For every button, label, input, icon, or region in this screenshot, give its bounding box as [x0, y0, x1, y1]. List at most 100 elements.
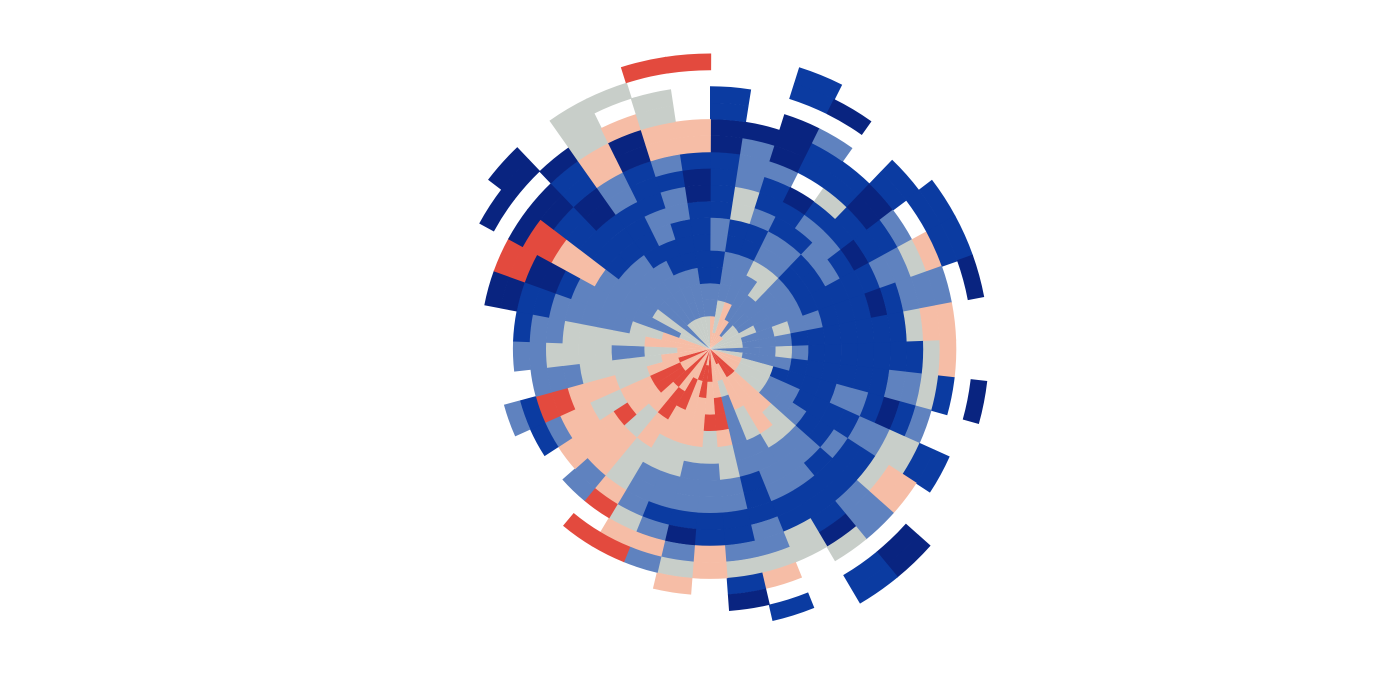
heatmap-cell [937, 339, 957, 379]
heatmap-cell [710, 349, 726, 359]
heatmap-cell [744, 301, 763, 320]
heatmap-cell [851, 564, 899, 604]
heatmap-cell [819, 402, 845, 430]
heatmap-cell [679, 460, 702, 481]
heatmap-cell [719, 301, 733, 320]
heatmap-cell [804, 360, 825, 380]
heatmap-cell [678, 409, 696, 430]
heatmap-cell [746, 501, 778, 526]
heatmap-cell [719, 476, 744, 497]
heatmap-cell [746, 433, 769, 456]
heatmap-cell [889, 401, 916, 438]
heatmap-cell [682, 168, 711, 187]
heatmap-cell [574, 402, 600, 430]
heatmap-cell [775, 345, 793, 359]
heatmap-cell [666, 318, 684, 334]
heatmap-cell [721, 394, 735, 414]
heatmap-cell [876, 523, 919, 566]
heatmap-cell [839, 270, 865, 300]
heatmap-cell [688, 301, 701, 320]
heatmap-cell [676, 347, 694, 353]
heatmap-cell [678, 333, 696, 344]
heatmap-cell [760, 231, 787, 256]
heatmap-cell [592, 242, 620, 270]
heatmap-cell [596, 172, 631, 202]
heatmap-cell [713, 364, 723, 382]
heatmap-cell [726, 347, 744, 353]
heatmap-cell [716, 363, 727, 380]
heatmap-cell [935, 302, 957, 342]
heatmap-cell [836, 364, 857, 389]
heatmap-cell [530, 367, 552, 397]
heatmap-cell [728, 308, 745, 326]
heatmap-cell [840, 343, 858, 367]
heatmap-cell [637, 298, 658, 318]
heatmap-cell [822, 323, 842, 346]
heatmap-cell [662, 275, 682, 296]
heatmap-cell [734, 254, 755, 276]
heatmap-cell [722, 377, 736, 395]
heatmap-cell [795, 411, 821, 437]
heatmap-cell [889, 341, 908, 373]
heatmap-cell [962, 379, 988, 425]
heatmap-cell [810, 286, 834, 311]
heatmap-cell [734, 366, 752, 383]
heatmap-cell [846, 195, 881, 231]
heatmap-cell [742, 339, 760, 348]
heatmap-cell [698, 479, 722, 497]
heatmap-cell [747, 281, 768, 302]
heatmap-cell [651, 223, 676, 247]
heatmap-cell [732, 186, 761, 209]
heatmap-cell [611, 358, 631, 376]
heatmap-cell [675, 235, 696, 256]
heatmap-cell [649, 368, 669, 385]
heatmap-cell [882, 247, 912, 284]
heatmap-cell [693, 348, 710, 351]
heatmap-cell [635, 516, 669, 541]
heatmap-cell [728, 425, 747, 446]
heatmap-cell [848, 293, 872, 322]
heatmap-cell [629, 531, 666, 557]
heatmap-cell [615, 145, 652, 173]
heatmap-cell [516, 281, 541, 315]
heatmap-cell [685, 359, 700, 375]
heatmap-cell [668, 508, 698, 530]
heatmap-cell [682, 357, 698, 372]
heatmap-cell [840, 239, 870, 272]
heatmap-cell [764, 161, 799, 188]
heatmap-cell [692, 545, 727, 563]
heatmap-cell [629, 320, 649, 337]
heatmap-cell [532, 287, 556, 318]
heatmap-cell [776, 241, 802, 267]
heatmap-cell [675, 476, 700, 497]
heatmap-cell [636, 424, 660, 448]
heatmap-cell [723, 328, 740, 342]
heatmap-cell [599, 435, 627, 464]
heatmap-cell [710, 102, 749, 123]
heatmap-cell [721, 508, 752, 530]
heatmap-cell [725, 235, 746, 256]
heatmap-cell [801, 488, 836, 519]
heatmap-cell [771, 321, 791, 337]
heatmap-cell [710, 283, 721, 301]
heatmap-cell [726, 342, 744, 349]
heatmap-cell [619, 382, 642, 403]
heatmap-cell [827, 249, 855, 280]
heatmap-cell [921, 340, 940, 377]
heatmap-cell [726, 374, 742, 392]
heatmap-cell [710, 184, 736, 204]
heatmap-cell [618, 241, 645, 267]
heatmap-cell [864, 287, 888, 319]
heatmap-cell [613, 315, 633, 334]
heatmap-cell [704, 332, 710, 349]
heatmap-cell [793, 436, 821, 464]
heatmap-cell [629, 176, 662, 203]
heatmap-cell [899, 371, 923, 407]
heatmap-cell [769, 145, 806, 173]
heatmap-cell [710, 338, 725, 349]
heatmap-cell [782, 187, 815, 216]
heatmap-cell [553, 206, 586, 240]
heatmap-cell [584, 200, 617, 231]
heatmap-cell [734, 386, 752, 406]
